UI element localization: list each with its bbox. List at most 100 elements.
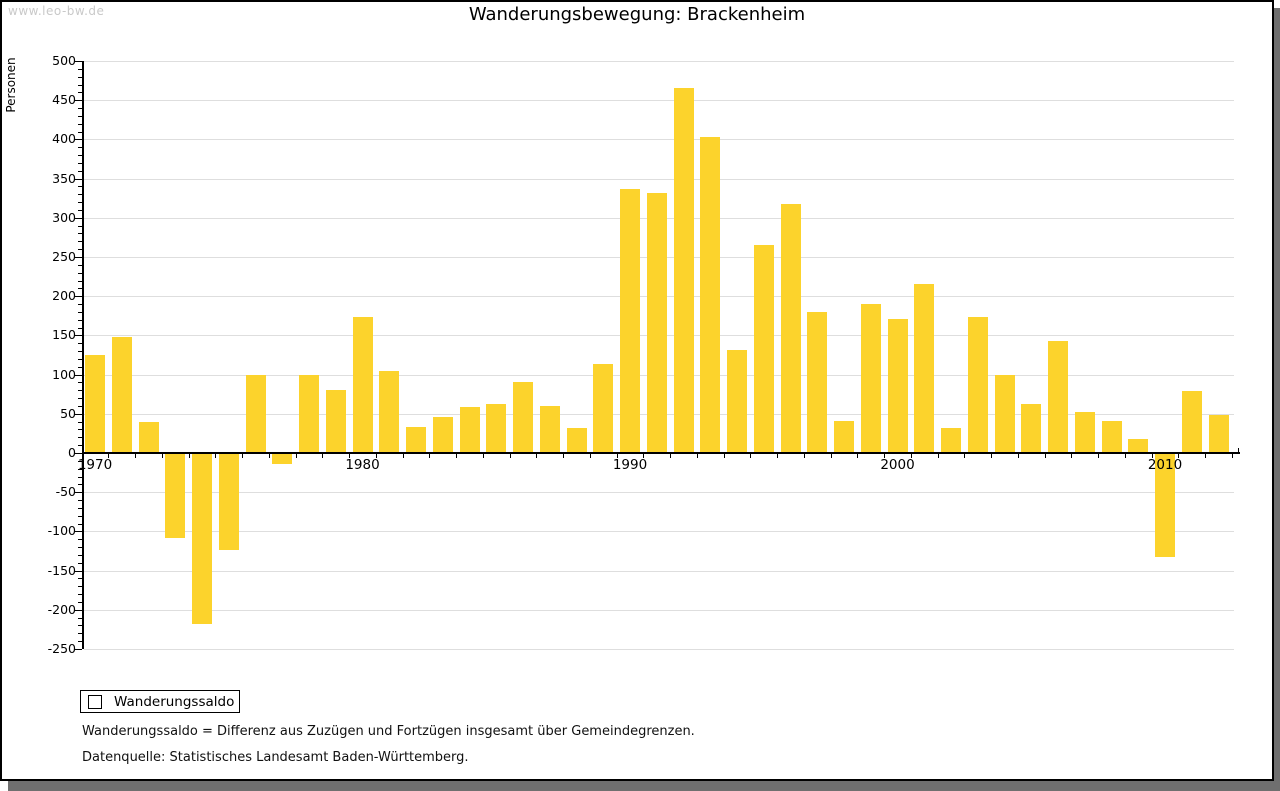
window-shadow-bottom (8, 781, 1280, 791)
bar-1976 (245, 374, 266, 453)
y-tick--210 (78, 617, 82, 619)
bar-1988 (566, 427, 587, 453)
y-tick-60 (78, 405, 82, 407)
y-tick-label-200: 200 (52, 288, 76, 304)
x-tick-31 (937, 454, 939, 458)
y-tick-260 (78, 249, 82, 251)
y-tick-330 (78, 194, 82, 196)
legend-label: Wanderungssaldo (114, 693, 235, 710)
x-tick-label-1970: 1970 (77, 457, 113, 473)
y-tick-190 (78, 304, 82, 306)
y-tick--160 (78, 578, 82, 580)
y-axis-title: Personen (4, 57, 18, 113)
y-tick-label-300: 300 (52, 209, 76, 225)
gridline--50 (84, 492, 1234, 494)
bar-1998 (834, 420, 854, 453)
x-tick-39 (1151, 454, 1153, 458)
bar-1974 (192, 453, 212, 624)
x-axis-line (82, 452, 1240, 454)
y-tick--110 (78, 539, 82, 541)
x-tick-23 (723, 454, 725, 458)
y-tick--30 (78, 476, 82, 478)
x-tick-5 (242, 454, 244, 458)
y-tick-390 (78, 147, 82, 149)
bar-1992 (673, 87, 694, 453)
bar-1981 (379, 370, 400, 453)
y-tick-140 (78, 343, 82, 345)
x-tick-2 (161, 454, 163, 458)
x-tick-label-2000: 2000 (880, 457, 915, 473)
bar-1994 (727, 350, 747, 453)
y-tick-80 (78, 390, 82, 392)
gridline--250 (84, 649, 1234, 650)
bar-2009 (1128, 438, 1149, 453)
x-tick-32 (964, 454, 966, 458)
y-axis-line (82, 61, 84, 649)
y-tick-20 (78, 437, 82, 439)
y-tick-290 (78, 225, 82, 227)
bar-2008 (1101, 420, 1122, 453)
y-tick--40 (78, 484, 82, 486)
y-tick--220 (78, 625, 82, 627)
y-tick-130 (78, 351, 82, 353)
y-tick--200 (75, 609, 82, 611)
x-tick-41 (1205, 454, 1207, 458)
y-tick-230 (78, 272, 82, 274)
x-tick-8 (322, 454, 324, 458)
bar-1996 (780, 203, 801, 453)
y-tick--10 (78, 460, 82, 462)
x-tick-27 (830, 454, 832, 458)
x-tick-30 (910, 454, 912, 458)
y-tick-label-350: 350 (52, 170, 76, 186)
x-tick-40 (1178, 454, 1180, 458)
bar-1978 (299, 374, 319, 453)
y-tick-360 (78, 170, 82, 172)
x-tick-10 (375, 454, 377, 458)
gridline--200 (84, 609, 1234, 611)
y-tick-250 (75, 257, 82, 258)
y-tick--130 (78, 554, 82, 556)
y-tick-500 (75, 61, 82, 62)
x-tick-28 (857, 454, 859, 458)
bar-1979 (325, 390, 346, 453)
y-tick-450 (75, 100, 82, 102)
y-tick-490 (78, 68, 82, 70)
x-tick-26 (803, 454, 805, 458)
y-tick-70 (78, 398, 82, 400)
x-tick-15 (509, 454, 511, 458)
legend-box: Wanderungssaldo (80, 690, 240, 713)
x-tick-7 (295, 454, 297, 458)
bar-2012 (1208, 415, 1229, 453)
y-tick--190 (78, 601, 82, 603)
bar-2001 (914, 284, 935, 453)
y-tick--20 (78, 468, 82, 470)
footnote-source: Datenquelle: Statistisches Landesamt Bad… (82, 750, 469, 765)
y-tick--90 (78, 523, 82, 525)
y-tick-280 (78, 233, 82, 235)
bar-1989 (593, 364, 614, 453)
x-tick-34 (1017, 454, 1019, 458)
y-tick-370 (78, 162, 82, 164)
y-tick--140 (78, 562, 82, 564)
x-tick-0 (108, 454, 110, 458)
x-tick-13 (456, 454, 458, 458)
bar-1975 (218, 453, 239, 551)
y-tick-460 (78, 92, 82, 94)
x-tick-20 (643, 454, 645, 458)
x-tick-label-1980: 1980 (345, 457, 380, 473)
x-tick-17 (563, 454, 565, 458)
bar-2002 (941, 427, 961, 453)
x-tick-14 (482, 454, 484, 458)
y-tick-label-50: 50 (60, 405, 76, 421)
x-tick-37 (1098, 454, 1100, 458)
y-tick-480 (78, 76, 82, 78)
x-tick-12 (429, 454, 431, 458)
y-tick--180 (78, 594, 82, 596)
gridline-350 (84, 178, 1234, 180)
bar-1973 (165, 453, 186, 538)
bar-2000 (887, 318, 908, 453)
y-tick-270 (78, 241, 82, 243)
y-tick-10 (78, 445, 82, 447)
y-tick-label-400: 400 (52, 131, 76, 147)
